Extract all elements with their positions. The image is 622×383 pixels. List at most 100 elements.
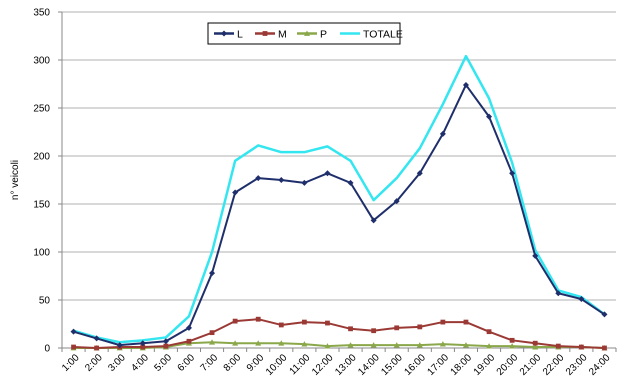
x-tick-label: 4:00 xyxy=(129,352,151,374)
legend-label: P xyxy=(320,29,327,41)
x-tick-label: 2:00 xyxy=(83,352,105,374)
data-point xyxy=(232,189,239,196)
data-point xyxy=(509,337,515,343)
data-point xyxy=(93,335,100,342)
data-point xyxy=(486,329,492,335)
legend-label: TOTALE xyxy=(363,29,403,41)
x-tick-label: 24:00 xyxy=(587,352,613,378)
y-tick-label: 250 xyxy=(33,104,50,115)
data-point xyxy=(578,344,584,350)
data-point xyxy=(163,343,169,349)
x-tick-label: 17:00 xyxy=(426,352,452,378)
y-axis-ticks: 0 50 100 150 200 250 300 350 xyxy=(33,8,62,355)
data-point xyxy=(278,322,284,328)
x-tick-label: 18:00 xyxy=(449,352,475,378)
data-point xyxy=(486,343,493,349)
legend-item-p: P xyxy=(297,29,327,41)
legend-item-m: M xyxy=(255,29,287,41)
x-tick-label: 23:00 xyxy=(564,352,590,378)
x-tick-label: 5:00 xyxy=(152,352,174,374)
data-point xyxy=(486,113,493,120)
x-axis-ticks: 1:00 2:00 3:00 4:00 5:00 6:00 7:00 8:00 9:0010:0… xyxy=(60,348,617,378)
x-tick-label: 21:00 xyxy=(518,352,544,378)
data-point xyxy=(509,170,516,177)
data-point xyxy=(462,81,469,88)
data-point xyxy=(116,342,123,349)
x-tick-label: 22:00 xyxy=(541,352,567,378)
data-point xyxy=(232,318,238,324)
legend-item-totale: TOTALE xyxy=(340,29,403,41)
data-point xyxy=(462,342,469,348)
series-group xyxy=(70,54,608,351)
series-totale xyxy=(73,54,606,344)
legend: L M P TOTALE xyxy=(207,22,403,45)
y-tick-label: 0 xyxy=(44,344,50,355)
x-tick-label: 15:00 xyxy=(379,352,405,378)
y-tick-label: 50 xyxy=(39,296,51,307)
data-point xyxy=(440,319,446,325)
data-point xyxy=(416,342,423,348)
legend-item-l: L xyxy=(214,29,243,41)
data-point xyxy=(578,296,585,303)
data-point xyxy=(221,30,227,37)
data-point xyxy=(255,175,262,182)
data-point xyxy=(71,344,76,350)
data-point xyxy=(347,342,354,348)
data-point xyxy=(463,319,469,325)
x-tick-label: 20:00 xyxy=(495,352,521,378)
x-tick-label: 19:00 xyxy=(472,352,498,378)
data-point xyxy=(602,345,607,351)
series-line xyxy=(73,318,605,349)
x-tick-label: 1:00 xyxy=(60,352,82,374)
data-point xyxy=(417,324,423,330)
x-tick-label: 8:00 xyxy=(222,352,244,374)
data-point xyxy=(209,330,215,336)
data-point xyxy=(255,316,261,322)
data-point xyxy=(278,177,285,183)
data-point xyxy=(555,290,562,297)
data-point xyxy=(532,344,539,350)
data-point xyxy=(370,342,377,348)
data-point xyxy=(262,31,268,36)
data-point xyxy=(370,217,377,224)
data-point xyxy=(347,179,354,186)
data-point xyxy=(393,198,400,205)
data-point xyxy=(301,179,308,186)
legend-label: M xyxy=(278,29,287,41)
x-tick-label: 14:00 xyxy=(356,352,382,378)
gridlines xyxy=(62,11,616,301)
data-point xyxy=(255,340,262,346)
y-tick-label: 150 xyxy=(33,200,50,211)
data-point xyxy=(439,130,446,137)
data-point xyxy=(325,320,330,326)
data-point xyxy=(324,170,331,177)
data-point xyxy=(371,328,377,334)
x-tick-label: 7:00 xyxy=(199,352,221,374)
series-line xyxy=(73,54,606,344)
series-m xyxy=(71,316,607,351)
data-point xyxy=(509,343,516,349)
x-tick-label: 16:00 xyxy=(402,352,428,378)
y-axis-title: n° veicoli xyxy=(10,160,21,200)
series-line xyxy=(73,83,606,347)
data-point xyxy=(209,339,216,345)
data-point xyxy=(185,324,192,331)
x-tick-label: 12:00 xyxy=(310,352,336,378)
data-point xyxy=(232,340,239,346)
data-point xyxy=(393,342,400,348)
data-point xyxy=(532,252,539,259)
x-tick-label: 6:00 xyxy=(176,352,198,374)
x-tick-label: 3:00 xyxy=(106,352,128,374)
data-point xyxy=(439,341,446,347)
data-point xyxy=(304,30,310,36)
data-point xyxy=(278,340,285,346)
data-point xyxy=(140,344,146,350)
x-tick-label: 11:00 xyxy=(288,352,313,377)
data-point xyxy=(394,325,400,331)
data-point xyxy=(532,340,538,346)
data-point xyxy=(324,343,331,349)
y-tick-label: 350 xyxy=(33,8,50,19)
data-point xyxy=(301,341,308,347)
y-tick-label: 300 xyxy=(33,56,50,67)
